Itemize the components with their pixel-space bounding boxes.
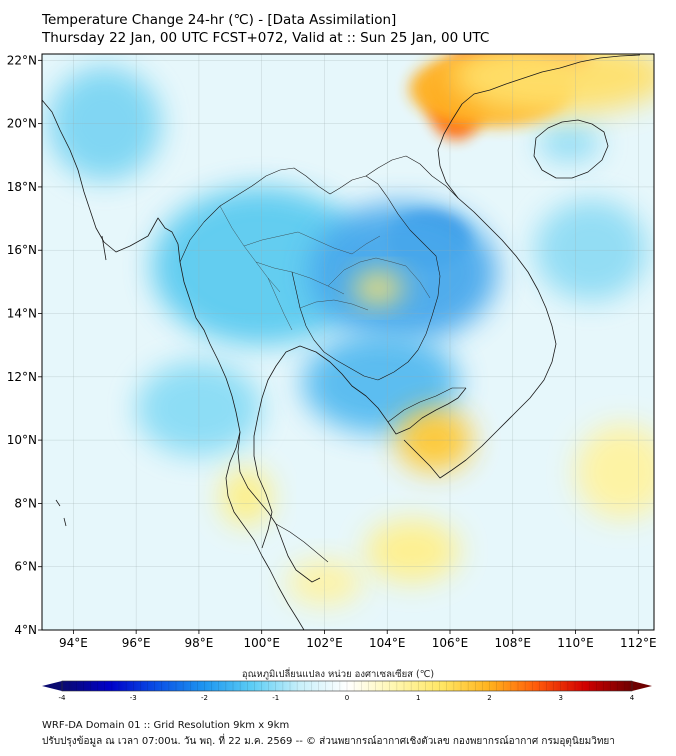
- colorbar-title: อุณหภูมิเปลี่ยนแปลง หน่วย องศาเซลเซียส (…: [241, 669, 435, 680]
- border-laos-cambodia: [291, 271, 379, 381]
- lat-tick-label: 18°N: [7, 180, 37, 194]
- border-malaysia-thailand: [275, 523, 329, 563]
- coastline-andaman-islands: [55, 235, 107, 527]
- coastline-vietnam: [403, 54, 641, 479]
- colorbar-tick-label: 4: [630, 694, 635, 702]
- border-provinces: [219, 205, 431, 331]
- lat-tick-label: 14°N: [7, 307, 37, 321]
- lat-tick-label: 4°N: [14, 623, 37, 637]
- lon-tick-label: 112°E: [620, 636, 657, 650]
- colorbar-gradient: [62, 681, 632, 691]
- colorbar-tick-label: 1: [416, 694, 420, 702]
- lon-tick-label: 106°E: [432, 636, 469, 650]
- anomaly-region-2: [308, 202, 498, 342]
- lon-tick-label: 96°E: [122, 636, 151, 650]
- colorbar-max-extend: [632, 681, 652, 691]
- colorbar-tick-label: 0: [345, 694, 349, 702]
- lon-tick-label: 104°E: [369, 636, 406, 650]
- lat-tick-label: 12°N: [7, 370, 37, 384]
- graticule: [42, 54, 654, 630]
- lat-tick-label: 8°N: [14, 496, 37, 510]
- lat-tick-label: 16°N: [7, 243, 37, 257]
- colorbar: -4 -3 -2 -1 0 1 2 3 4: [42, 680, 652, 702]
- lon-tick-label: 108°E: [495, 636, 532, 650]
- lon-tick-label: 94°E: [59, 636, 88, 650]
- coastline-hainan: [533, 119, 609, 179]
- colorbar-tick-label: 2: [487, 694, 491, 702]
- colorbar-frame: [61, 680, 633, 692]
- map-frame: [41, 53, 655, 631]
- coastlines-and-borders: [42, 54, 641, 630]
- anomaly-region-3: [302, 332, 460, 434]
- lon-tick-label: 102°E: [306, 636, 343, 650]
- coastline-peninsula-west: [225, 431, 305, 630]
- border-vietnam-cambodia: [387, 387, 466, 423]
- anomaly-region-17: [575, 424, 654, 520]
- anomaly-region-11: [450, 54, 654, 115]
- lon-tick-label: 110°E: [557, 636, 594, 650]
- anomaly-region-15: [365, 519, 460, 583]
- lon-tick-label: 98°E: [184, 636, 213, 650]
- lat-tick-label: 20°N: [7, 117, 37, 131]
- colorbar-tick-label: 3: [559, 694, 563, 702]
- footer-credit: ปรับปรุงข้อมูล ณ เวลา 07:00น. วัน พฤ. ที…: [42, 736, 615, 747]
- lat-tick-label: 22°N: [7, 53, 37, 67]
- lat-tick-label: 10°N: [7, 433, 37, 447]
- coastline-myanmar-west: [42, 99, 321, 583]
- chart-subtitle: Thursday 22 Jan, 00 UTC FCST+072, Valid …: [42, 30, 490, 46]
- lon-tick-label: 100°E: [243, 636, 280, 650]
- footer-model-info: WRF-DA Domain 01 :: Grid Resolution 9km …: [42, 720, 290, 731]
- colorbar-min-extend: [42, 681, 62, 691]
- border-laos-vietnam: [365, 155, 459, 199]
- colorbar-tick-label: -1: [272, 694, 279, 702]
- map-axes: 94°E 96°E 98°E 100°E 102°E 104°E 106°E 108°E 110…: [7, 53, 657, 650]
- chart-title: Temperature Change 24-hr (℃) - [Data Ass…: [42, 12, 397, 28]
- colorbar-tick-label: -2: [201, 694, 208, 702]
- anomaly-region-7: [537, 123, 601, 162]
- anomaly-region-13: [352, 272, 403, 305]
- lat-tick-label: 6°N: [14, 560, 37, 574]
- coastline-gulf-of-thailand: [253, 345, 467, 549]
- colorbar-tick-label: -4: [59, 694, 67, 702]
- colorbar-tick-label: -3: [130, 694, 137, 702]
